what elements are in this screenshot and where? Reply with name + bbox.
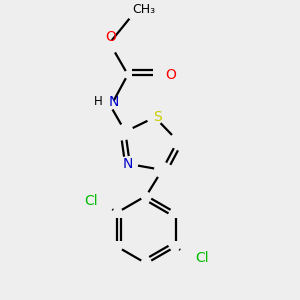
Text: Cl: Cl [84,194,98,208]
Text: N: N [122,157,133,171]
Text: N: N [109,95,119,109]
Text: O: O [165,68,176,82]
Text: S: S [153,110,162,124]
Text: Cl: Cl [195,251,208,265]
Text: CH₃: CH₃ [132,3,155,16]
Text: O: O [105,30,116,44]
Text: H: H [94,95,103,108]
